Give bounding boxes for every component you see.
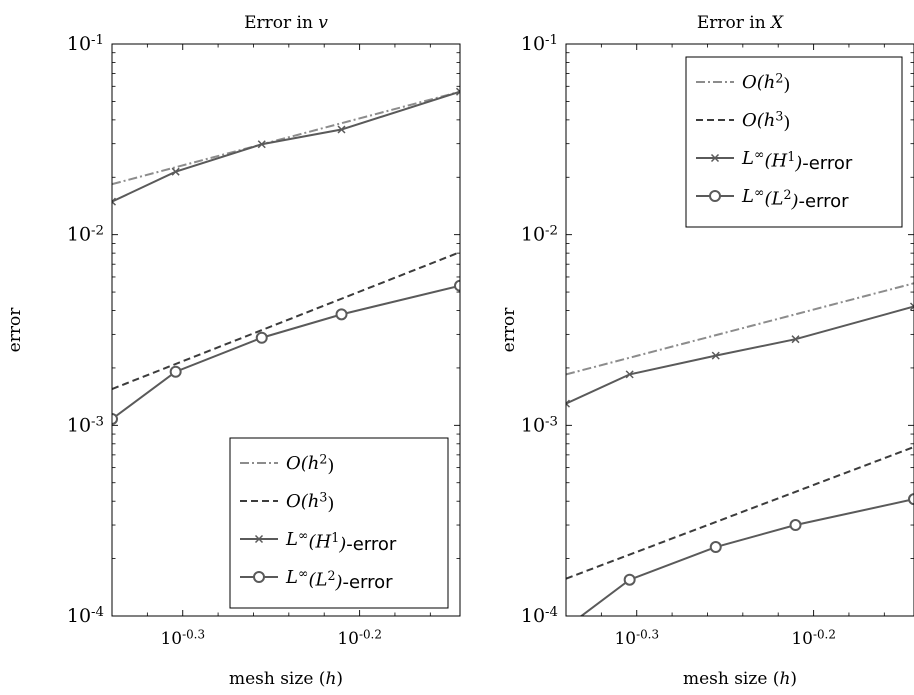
series-line-4: [112, 284, 460, 420]
data-point-x: [171, 167, 180, 176]
data-point-x: [566, 399, 571, 408]
series-line-2: [566, 446, 914, 580]
x-tick-label: 10-0.2: [337, 628, 382, 649]
legend-marker-x: [254, 534, 264, 544]
y-tick-label: 10-3: [521, 414, 558, 436]
chart-panel-2: Error in X 10-4 10-3 10-2 10-1 10-0.3 10-0.2 me…: [499, 13, 914, 689]
data-point-circle: [561, 623, 571, 633]
legend-label-3: L∞(H1)-error: [741, 146, 853, 174]
data-point-circle: [623, 573, 636, 586]
legend: O(h2) O(h3) L∞(H1)-error L∞(L2)-error: [685, 56, 903, 228]
series-line-4: [579, 498, 914, 616]
series-group: [561, 282, 914, 633]
y-tick-label: 10-1: [521, 33, 558, 55]
legend-box: [685, 56, 903, 228]
series-line-3: [112, 90, 460, 203]
y-axis-label: error: [499, 307, 519, 353]
data-point-x: [711, 351, 720, 360]
legend-box: [229, 437, 449, 609]
legend-marker-circle: [253, 571, 265, 583]
legend-label-2: O(h3): [286, 489, 334, 514]
y-tick-label: 10-1: [67, 33, 104, 55]
legend-label-2: O(h3): [742, 108, 790, 133]
x-tick-label: 10-0.3: [614, 628, 659, 649]
data-point-circle: [255, 331, 268, 344]
data-point-circle: [789, 519, 802, 532]
legend-marker-x: [710, 153, 720, 163]
data-point-circle: [335, 308, 348, 321]
data-point-x: [337, 125, 346, 134]
data-point-circle: [709, 541, 722, 554]
chart-title: Error in X: [697, 13, 784, 33]
series-line-1: [566, 282, 914, 376]
data-point-circle: [169, 365, 182, 378]
legend-label-1: O(h2): [742, 70, 790, 95]
series-line-2: [112, 251, 460, 390]
legend-label-3: L∞(H1)-error: [285, 527, 397, 555]
y-tick-label: 10-2: [67, 224, 104, 246]
y-tick-label: 10-3: [67, 414, 104, 436]
plot-frame: [111, 43, 461, 617]
data-point-circle: [454, 279, 460, 292]
series-group: [112, 87, 460, 425]
y-tick-label: 10-4: [521, 605, 558, 627]
data-point-x: [625, 370, 634, 379]
chart-panel-1: Error in v 10-4 10-3 10-2 10-1 10-0.3 10-0.2 me…: [5, 13, 461, 689]
plot-frame: [565, 43, 914, 617]
legend-label-4: L∞(L2)-error: [285, 565, 393, 593]
x-tick-label: 10-0.2: [791, 628, 836, 649]
series-line-3: [566, 305, 914, 405]
x-axis-label: mesh size (h): [683, 669, 797, 689]
data-point-x: [791, 335, 800, 344]
y-axis-label: error: [5, 307, 25, 353]
legend-marker-circle: [709, 190, 721, 202]
legend-label-4: L∞(L2)-error: [741, 184, 849, 212]
y-tick-label: 10-2: [521, 224, 558, 246]
series-line-1: [112, 90, 460, 186]
data-point-x: [455, 87, 460, 96]
data-point-circle: [112, 412, 118, 425]
data-point-circle: [908, 493, 914, 506]
legend: O(h2) O(h3) L∞(H1)-error L∞(L2)-error: [229, 437, 449, 609]
chart-title: Error in v: [244, 13, 328, 33]
legend-label-1: O(h2): [286, 451, 334, 476]
y-tick-label: 10-4: [67, 605, 104, 627]
data-point-x: [909, 302, 914, 311]
data-point-x: [112, 197, 117, 206]
x-tick-label: 10-0.3: [160, 628, 205, 649]
x-axis-label: mesh size (h): [229, 669, 343, 689]
data-point-x: [257, 140, 266, 149]
